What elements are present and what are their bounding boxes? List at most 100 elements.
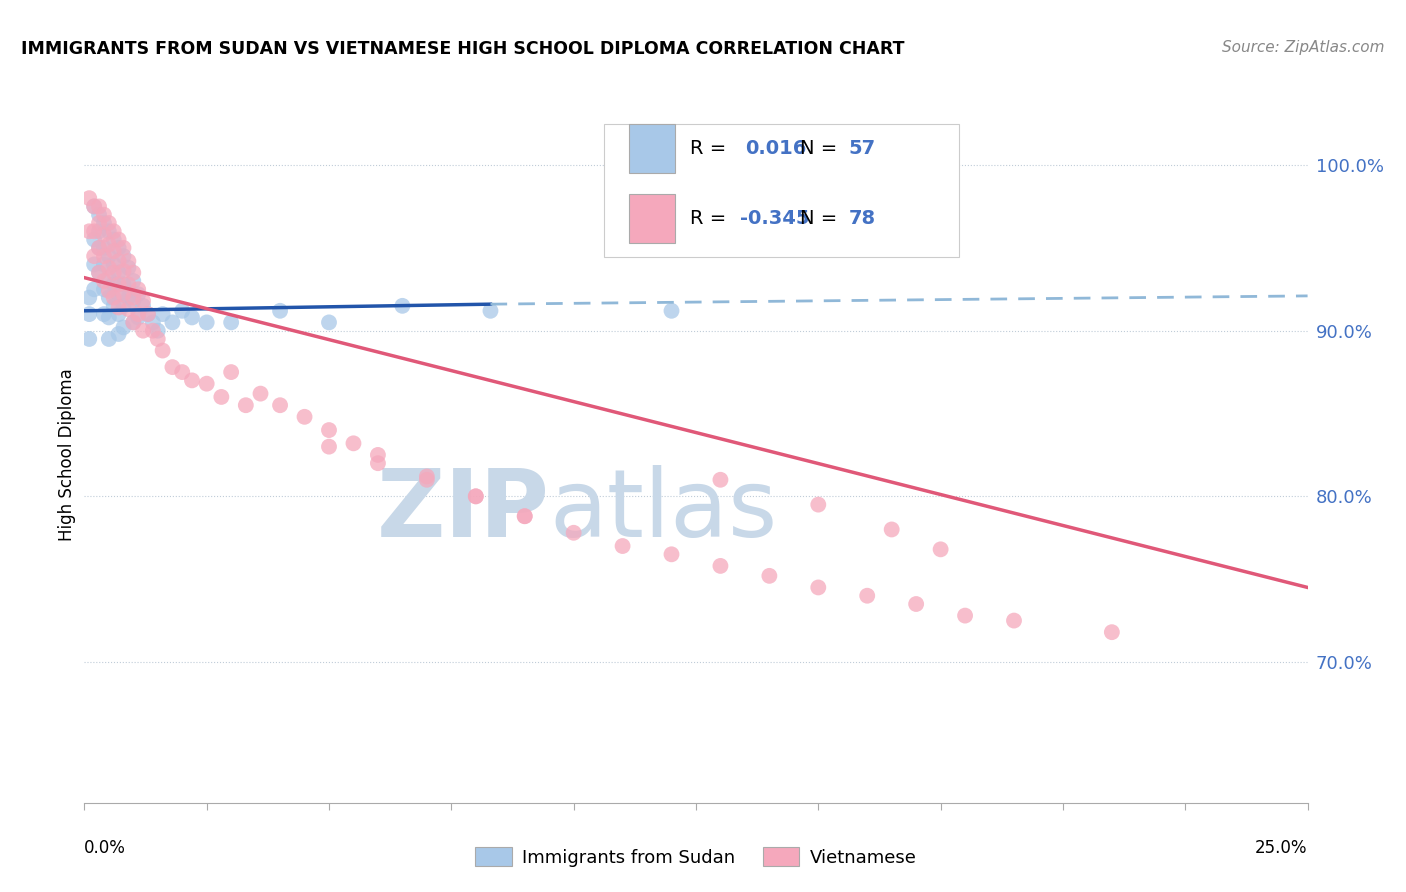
Point: [416, 473, 439, 487]
Point: [97, 260, 120, 275]
Point: [661, 547, 683, 561]
Legend: Immigrants from Sudan, Vietnamese: Immigrants from Sudan, Vietnamese: [468, 840, 924, 874]
Point: [112, 320, 135, 334]
Point: [97, 249, 120, 263]
Point: [83, 199, 105, 213]
Point: [87, 199, 110, 213]
Point: [103, 291, 125, 305]
Point: [235, 398, 257, 412]
Point: [83, 249, 105, 263]
Point: [1002, 614, 1025, 628]
Point: [1101, 625, 1123, 640]
Point: [87, 208, 110, 222]
Point: [87, 216, 110, 230]
Point: [172, 303, 194, 318]
Point: [107, 277, 129, 292]
Point: [929, 542, 952, 557]
Text: 0.016: 0.016: [745, 139, 806, 158]
Point: [142, 324, 165, 338]
Point: [181, 310, 204, 325]
FancyBboxPatch shape: [628, 125, 675, 173]
Point: [97, 270, 120, 285]
Point: [117, 302, 139, 317]
Point: [195, 376, 218, 391]
Text: -0.345: -0.345: [740, 209, 810, 227]
Point: [112, 287, 135, 301]
Point: [87, 266, 110, 280]
FancyBboxPatch shape: [628, 194, 675, 243]
Point: [117, 254, 139, 268]
Point: [513, 509, 536, 524]
Point: [195, 315, 218, 329]
Point: [209, 390, 232, 404]
Point: [77, 191, 100, 205]
Point: [117, 260, 139, 275]
Point: [249, 386, 271, 401]
Point: [318, 423, 340, 437]
Point: [807, 581, 830, 595]
Point: [612, 539, 634, 553]
Point: [93, 249, 115, 263]
Point: [93, 274, 115, 288]
Point: [269, 398, 291, 412]
Point: [103, 266, 125, 280]
Point: [136, 307, 159, 321]
Point: [318, 440, 340, 454]
Point: [103, 244, 125, 259]
Point: [181, 373, 204, 387]
Point: [661, 303, 683, 318]
Point: [152, 343, 174, 358]
Text: 78: 78: [849, 209, 876, 227]
Point: [93, 208, 115, 222]
Point: [107, 307, 129, 321]
Point: [122, 293, 145, 308]
Point: [709, 473, 731, 487]
Point: [117, 291, 139, 305]
Point: [77, 224, 100, 238]
Point: [479, 303, 502, 318]
Point: [103, 257, 125, 271]
Point: [152, 307, 174, 321]
Point: [132, 299, 155, 313]
Point: [97, 237, 120, 252]
Point: [117, 277, 139, 292]
Point: [103, 277, 125, 292]
Point: [127, 307, 149, 321]
Point: [87, 241, 110, 255]
Point: [127, 310, 149, 325]
Point: [136, 307, 159, 321]
Point: [107, 266, 129, 280]
Text: 25.0%: 25.0%: [1256, 839, 1308, 857]
Point: [172, 365, 194, 379]
Point: [103, 299, 125, 313]
Text: R =: R =: [690, 209, 725, 227]
Text: atlas: atlas: [550, 465, 778, 557]
Point: [97, 291, 120, 305]
Point: [97, 224, 120, 238]
Point: [758, 569, 780, 583]
Point: [132, 293, 155, 308]
Point: [880, 523, 903, 537]
Point: [107, 233, 129, 247]
Point: [112, 299, 135, 313]
Point: [122, 291, 145, 305]
Text: 0.0%: 0.0%: [84, 839, 127, 857]
Point: [93, 282, 115, 296]
Text: Source: ZipAtlas.com: Source: ZipAtlas.com: [1222, 40, 1385, 55]
Point: [562, 525, 585, 540]
Point: [342, 436, 364, 450]
Point: [122, 274, 145, 288]
Point: [132, 324, 155, 338]
Point: [953, 608, 976, 623]
Text: R =: R =: [690, 139, 725, 158]
Point: [107, 241, 129, 255]
Y-axis label: High School Diploma: High School Diploma: [58, 368, 76, 541]
Point: [107, 326, 129, 341]
Point: [93, 216, 115, 230]
Point: [146, 324, 169, 338]
Point: [146, 332, 169, 346]
Point: [103, 233, 125, 247]
Point: [97, 216, 120, 230]
Point: [367, 448, 389, 462]
Point: [93, 227, 115, 242]
